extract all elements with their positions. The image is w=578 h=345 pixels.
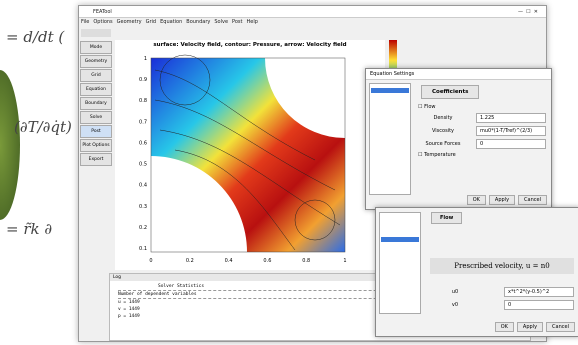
x-tick-label: 1 xyxy=(343,258,346,264)
tab[interactable]: Flow xyxy=(431,212,462,224)
coefficient-table: u0 x*t^2*(y-0.5)^2 v0 0 xyxy=(430,284,574,313)
page: = d/dt ( (∂T/∂q̇t) = r̃k ∂ FEATool— ☐ ✕ … xyxy=(0,0,578,345)
button[interactable]: OK xyxy=(467,195,486,205)
mode-button[interactable]: Export xyxy=(80,153,112,166)
coefficient-table: ☐ Flow Density 1.225 Viscosity mu0*(1-T/Tref… xyxy=(418,101,546,161)
checkbox-label: Flow xyxy=(424,104,435,110)
coefficient-row: v0 0 xyxy=(430,300,574,310)
x-tick-label: 0.6 xyxy=(263,258,271,264)
coefficient-row: Source Forces 0 xyxy=(418,139,546,149)
boundary-header: Prescribed velocity, u = n0 xyxy=(430,258,574,274)
x-tick-label: 0.8 xyxy=(302,258,310,264)
y-tick-label: 1 xyxy=(144,56,147,62)
menu-item[interactable]: Solve xyxy=(214,19,228,25)
mode-button[interactable]: Boundary xyxy=(80,97,112,110)
menu-item[interactable]: Grid xyxy=(146,19,157,25)
dialog-title: Equation Settings xyxy=(366,69,551,80)
coefficient-input[interactable]: mu0*(1-T/Tref)^(2/3) xyxy=(476,126,546,136)
y-tick-label: 0.1 xyxy=(139,246,147,252)
y-tick-label: 0.5 xyxy=(139,162,147,168)
button[interactable]: Apply xyxy=(489,195,515,205)
coefficient-input[interactable]: 1.225 xyxy=(476,113,546,123)
velocity-surface xyxy=(151,58,345,252)
formula: = d/dt ( xyxy=(6,28,64,46)
x-tick-label: 0.2 xyxy=(186,258,194,264)
coefficient-label: Viscosity xyxy=(418,128,468,134)
coefficient-row: Viscosity mu0*(1-T/Tref)^(2/3) xyxy=(418,126,546,136)
checkbox-label: Temperature xyxy=(424,152,456,158)
formula: (∂T/∂q̇t) xyxy=(14,118,72,136)
button[interactable]: OK xyxy=(495,322,514,332)
menu-item[interactable]: Boundary xyxy=(186,19,210,25)
button[interactable]: Apply xyxy=(517,322,543,332)
y-tick-label: 0.4 xyxy=(139,183,147,189)
button[interactable]: Cancel xyxy=(518,195,547,205)
plot-panel: surface: Velocity field, contour: Pressu… xyxy=(115,40,385,270)
decoration xyxy=(0,70,20,220)
formula: = r̃k ∂ xyxy=(6,220,52,238)
toolbar xyxy=(81,29,111,37)
coefficient-label: u0 xyxy=(430,289,480,295)
window-title: FEATool xyxy=(93,9,112,15)
title-bar: FEATool — ☐ ✕ xyxy=(79,6,546,18)
window-controls[interactable]: — ☐ ✕ xyxy=(518,6,538,18)
checkbox[interactable]: ☐ Flow xyxy=(418,104,546,110)
flow-dialog: Flow Prescribed velocity, u = n0 u0 x*t^2… xyxy=(375,207,578,337)
menu-item[interactable]: Options xyxy=(93,19,112,25)
subdomain-list[interactable] xyxy=(369,83,411,195)
button[interactable]: Cancel xyxy=(546,322,575,332)
mode-button[interactable]: Grid xyxy=(80,69,112,82)
mode-button[interactable]: Geometry xyxy=(80,55,112,68)
y-tick-label: 0.2 xyxy=(139,225,147,231)
coefficient-label: Density xyxy=(418,115,468,121)
equation-dialog: Equation Settings Coefficients ☐ Flow Den… xyxy=(365,68,552,210)
y-tick-label: 0.7 xyxy=(139,119,147,125)
x-tick-label: 0 xyxy=(149,258,152,264)
menu-item[interactable]: Geometry xyxy=(117,19,142,25)
y-tick-label: 0.8 xyxy=(139,98,147,104)
plot: 0 0.2 0.4 0.6 0.8 1 1 0.9 0.8 0.7 0.6 0.5 0.4 0.3 0.2 0… xyxy=(115,40,385,270)
mode-button[interactable]: Equation xyxy=(80,83,112,96)
menu-item[interactable]: Post xyxy=(232,19,242,25)
boundary-list[interactable] xyxy=(379,212,421,314)
coefficient-input[interactable]: 0 xyxy=(476,139,546,149)
coefficient-row: Density 1.225 xyxy=(418,113,546,123)
y-tick-label: 0.3 xyxy=(139,204,147,210)
mode-button[interactable]: Plot Options xyxy=(80,139,112,152)
checkbox[interactable]: ☐ Temperature xyxy=(418,152,546,158)
coefficient-input[interactable]: x*t^2*(y-0.5)^2 xyxy=(504,287,574,297)
mode-button[interactable]: Post xyxy=(80,125,112,138)
mode-button[interactable]: Solve xyxy=(80,111,112,124)
menu-item[interactable]: Equation xyxy=(160,19,182,25)
menu-item[interactable]: Help xyxy=(247,19,258,25)
mode-button[interactable]: Mode xyxy=(80,41,112,54)
coefficient-row: u0 x*t^2*(y-0.5)^2 xyxy=(430,287,574,297)
tab[interactable]: Coefficients xyxy=(421,85,479,99)
menu-item[interactable]: File xyxy=(81,19,89,25)
coefficient-label: v0 xyxy=(430,302,480,308)
y-tick-label: 0.6 xyxy=(139,140,147,146)
y-tick-label: 0.9 xyxy=(139,77,147,83)
coefficient-input[interactable]: 0 xyxy=(504,300,574,310)
coefficient-label: Source Forces xyxy=(418,141,468,147)
x-tick-label: 0.4 xyxy=(225,258,233,264)
